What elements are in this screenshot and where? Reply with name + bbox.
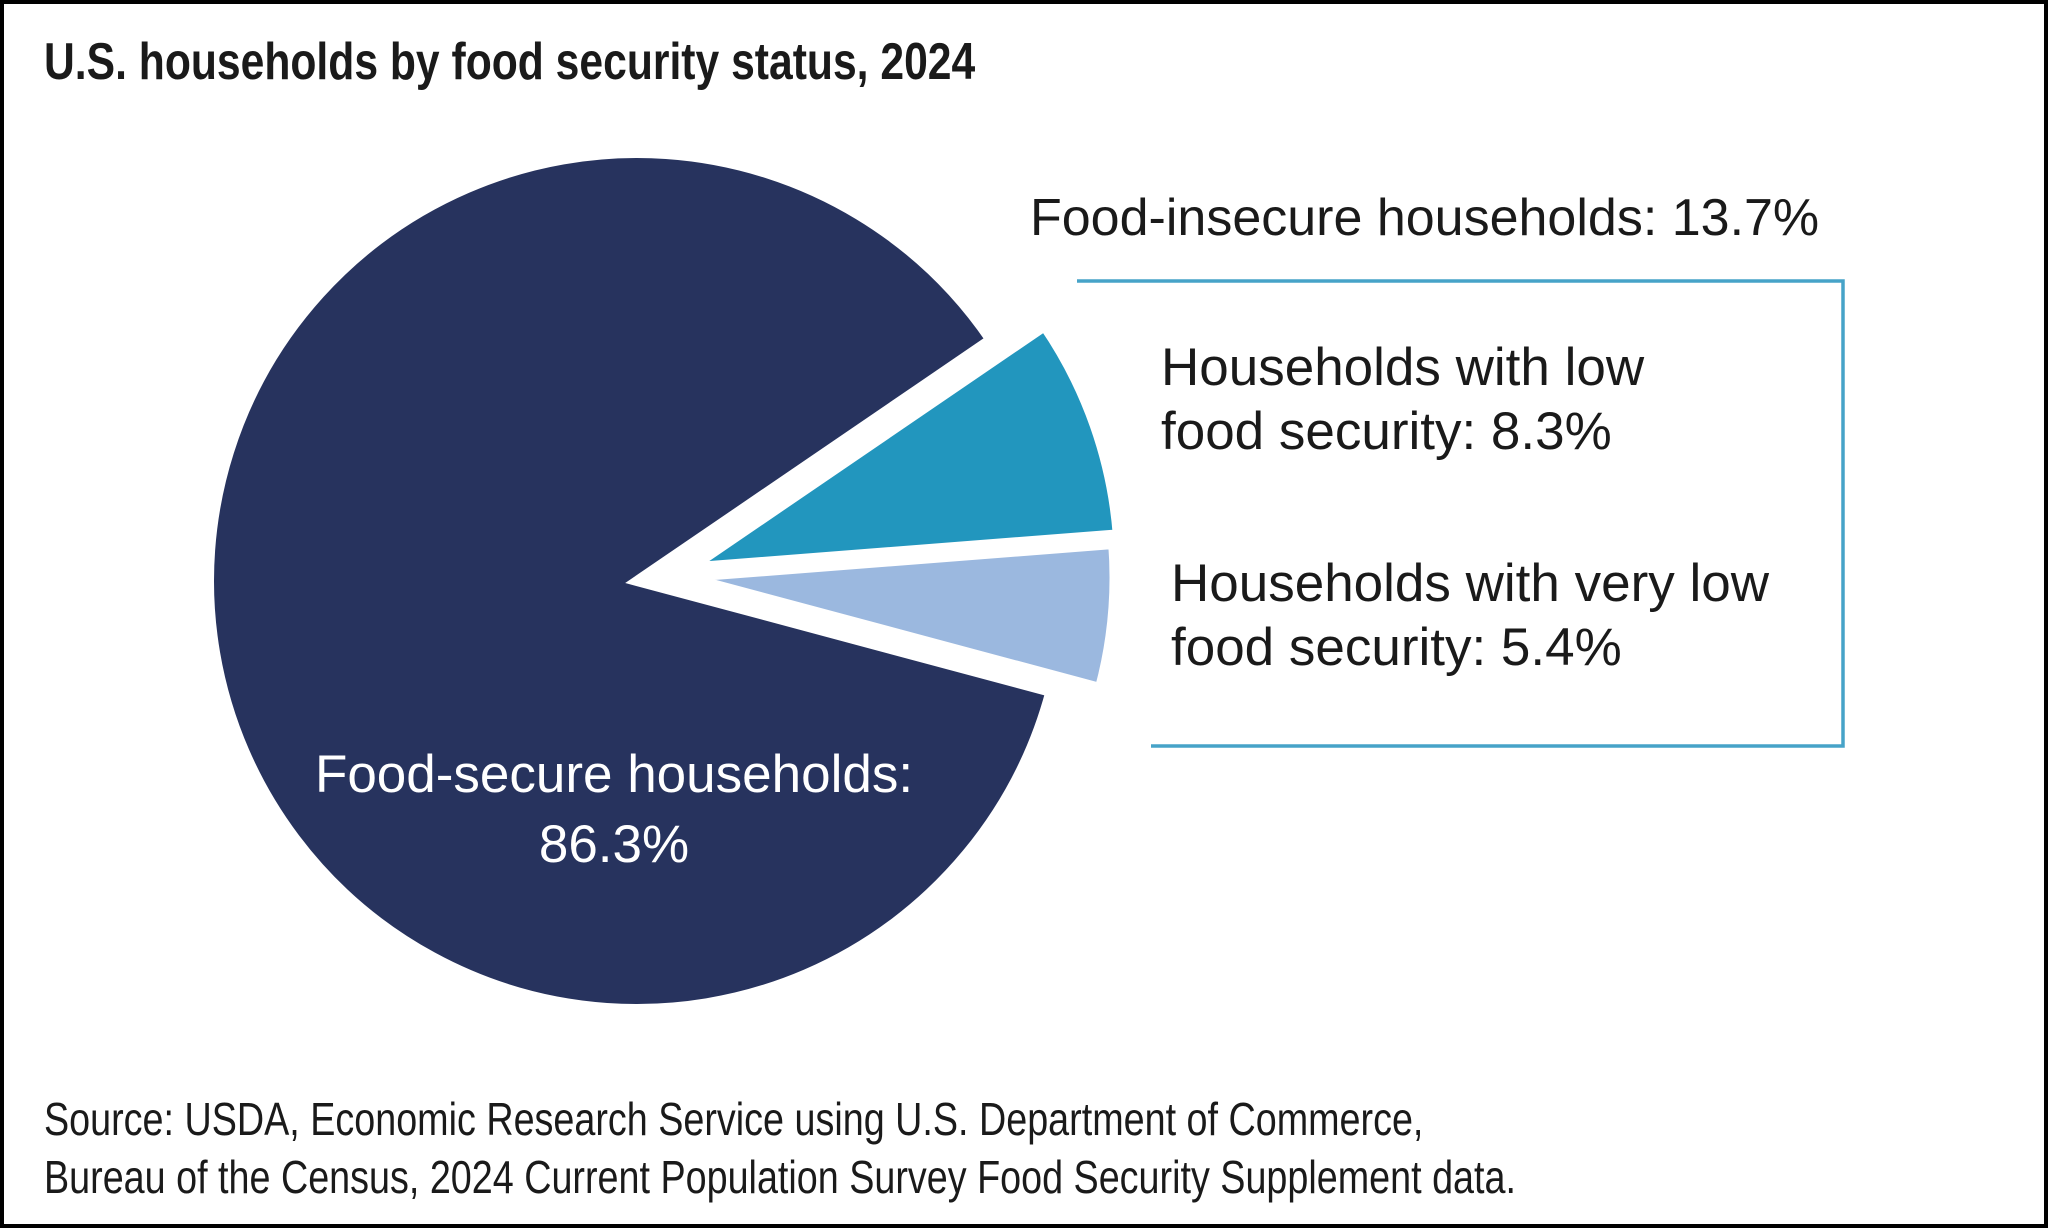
pie-slice-label-line1: Food-secure households:: [314, 745, 914, 804]
pie-slice-label-food-secure: Food-secure households: 86.3%: [269, 740, 959, 880]
pie-slice-food-secure: [204, 148, 1057, 1014]
pie-slice-low-food-security: [672, 319, 1124, 574]
annotation-low-food-security: Households with low food security: 8.3%: [1161, 336, 1644, 464]
pie-slice-very-low-food-security: [685, 538, 1120, 695]
pie-slice-label-line2: 86.3%: [538, 815, 690, 874]
annotation-very-low-line2: food security: 5.4%: [1171, 618, 1622, 677]
annotation-low-line2: food security: 8.3%: [1161, 402, 1612, 461]
pie-slices: [204, 148, 1124, 1014]
annotation-very-low-food-security: Households with very low food security: …: [1171, 552, 1769, 680]
annotation-bracket: [1077, 279, 1845, 748]
source-line1: Source: USDA, Economic Research Service …: [44, 1093, 1424, 1145]
pie-chart: [204, 148, 1845, 1014]
chart-title: U.S. households by food security status,…: [44, 33, 976, 91]
annotation-food-insecure-total: Food-insecure households: 13.7%: [1030, 189, 1820, 247]
annotation-low-line1: Households with low: [1161, 338, 1645, 397]
annotation-very-low-line1: Households with very low: [1171, 554, 1769, 613]
source-line2: Bureau of the Census, 2024 Current Popul…: [44, 1151, 1516, 1203]
source-note: Source: USDA, Economic Research Service …: [44, 1090, 1516, 1206]
